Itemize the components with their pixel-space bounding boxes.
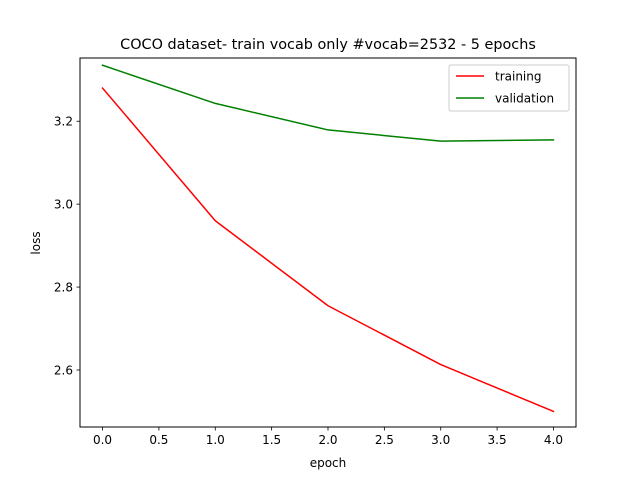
legend-items: training validation [456, 70, 554, 106]
series-line-training [101, 87, 555, 413]
x-tick-label: 3.0 [431, 433, 450, 447]
legend-label-training: training [495, 70, 542, 84]
x-axis-ticks: 0.0 0.5 1.0 1.5 2.0 2.5 3.0 3.5 4.0 [93, 427, 563, 447]
x-tick-label: 2.5 [375, 433, 394, 447]
chart-title: COCO dataset- train vocab only #vocab=25… [120, 37, 536, 53]
x-tick-label: 3.5 [488, 433, 507, 447]
y-axis-ticks: 2.6 2.8 3.0 3.2 [54, 115, 80, 377]
y-tick-label: 2.6 [54, 363, 73, 377]
x-tick-label: 1.0 [206, 433, 225, 447]
x-tick-label: 2.0 [318, 433, 337, 447]
series-layer [101, 64, 555, 413]
x-tick-label: 0.0 [93, 433, 112, 447]
x-tick-label: 4.0 [544, 433, 563, 447]
y-tick-label: 2.8 [54, 281, 73, 295]
plot-area: 0.0 0.5 1.0 1.5 2.0 2.5 3.0 3.5 4.0 2.6 2.8 3.0 3.2 [54, 57, 577, 447]
legend-label-validation: validation [495, 92, 554, 106]
x-axis-label: epoch [310, 456, 347, 470]
y-tick-label: 3.2 [54, 115, 73, 129]
y-tick-label: 3.0 [54, 198, 73, 212]
x-tick-label: 0.5 [149, 433, 168, 447]
x-tick-label: 1.5 [262, 433, 281, 447]
y-axis-label: loss [29, 231, 43, 254]
legend: training validation [448, 64, 570, 112]
series-line-validation [101, 64, 555, 142]
